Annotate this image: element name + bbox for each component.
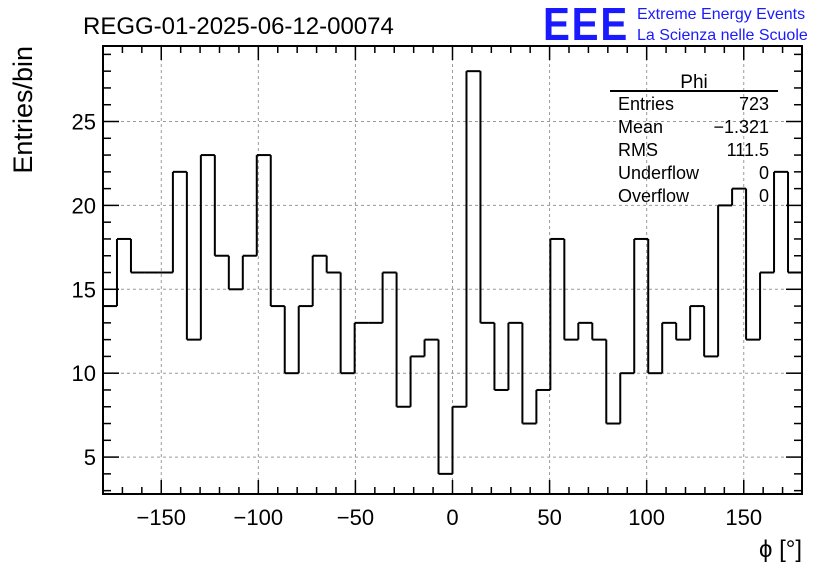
stats-label: Underflow — [618, 163, 700, 183]
y-tick-label: 25 — [72, 110, 96, 135]
stats-value: −1.321 — [713, 117, 769, 137]
stats-label: Mean — [618, 117, 663, 137]
stats-value: 0 — [759, 163, 769, 183]
y-tick-label: 15 — [72, 277, 96, 302]
x-tick-label: −100 — [234, 505, 284, 530]
y-tick-label: 5 — [84, 445, 96, 470]
stats-value: 723 — [739, 94, 769, 114]
x-tick-label: −150 — [136, 505, 186, 530]
y-tick-label: 10 — [72, 361, 96, 386]
stats-label: Entries — [618, 94, 674, 114]
stats-title: Phi — [680, 72, 707, 93]
project-name: Extreme Energy Events — [637, 6, 805, 23]
x-tick-label: 0 — [446, 505, 458, 530]
stats-box: Phi Entries 723 Mean −1.321 RMS 111.5 Underflo… — [610, 72, 778, 206]
stats-value: 111.5 — [727, 140, 769, 160]
eee-logo: EEE — [543, 0, 629, 50]
stats-label: RMS — [618, 140, 658, 160]
x-tick-label: −50 — [337, 505, 374, 530]
plot-title: REGG-01-2025-06-12-00074 — [83, 13, 394, 40]
x-axis-label: ϕ [°] — [759, 536, 802, 563]
x-tick-label: 50 — [537, 505, 561, 530]
stats-value: 0 — [759, 186, 769, 206]
stats-rows: Entries 723 Mean −1.321 RMS 111.5 Underflow 0 Ov… — [618, 94, 769, 206]
x-tick-label: 100 — [628, 505, 665, 530]
axis-ticks: −150 −100 −50 0 50 100 150 5 10 15 20 25 — [72, 46, 803, 530]
project-subtitle: La Scienza nelle Scuole — [637, 27, 808, 44]
y-tick-label: 20 — [72, 193, 96, 218]
y-axis-label: Entries/bin — [8, 46, 38, 174]
x-tick-label: 150 — [725, 505, 762, 530]
stats-label: Overflow — [618, 186, 690, 206]
